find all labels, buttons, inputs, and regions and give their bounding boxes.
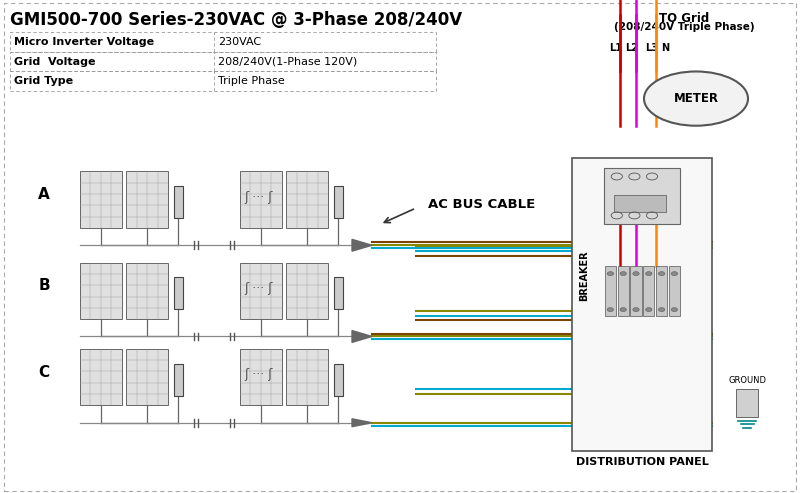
Bar xyxy=(126,172,168,228)
Bar xyxy=(334,186,343,218)
Text: ʃ ··· ʃ: ʃ ··· ʃ xyxy=(244,191,273,204)
Text: GROUND: GROUND xyxy=(728,376,766,385)
Bar xyxy=(643,266,654,316)
Circle shape xyxy=(607,308,614,312)
Text: L2: L2 xyxy=(626,43,638,53)
Circle shape xyxy=(646,308,652,312)
Text: N: N xyxy=(662,43,670,53)
Bar xyxy=(80,262,122,319)
Circle shape xyxy=(633,272,639,276)
Text: 230VAC: 230VAC xyxy=(218,37,262,47)
Bar xyxy=(80,349,122,405)
Text: ʃ ··· ʃ: ʃ ··· ʃ xyxy=(244,368,273,381)
Ellipse shape xyxy=(644,71,748,126)
Text: AC BUS CABLE: AC BUS CABLE xyxy=(428,198,535,211)
Bar xyxy=(614,195,666,212)
Bar xyxy=(618,266,629,316)
Circle shape xyxy=(658,272,665,276)
Bar xyxy=(10,32,436,52)
Bar xyxy=(174,364,183,395)
Bar xyxy=(669,266,680,316)
Bar xyxy=(334,277,343,310)
Text: (208/240V Triple Phase): (208/240V Triple Phase) xyxy=(614,22,754,32)
Bar xyxy=(286,349,328,405)
Bar xyxy=(604,168,680,224)
Circle shape xyxy=(646,272,652,276)
Bar xyxy=(126,349,168,405)
Text: B: B xyxy=(38,279,50,293)
Polygon shape xyxy=(352,330,372,342)
Polygon shape xyxy=(352,240,372,251)
Circle shape xyxy=(607,272,614,276)
Text: Triple Phase: Triple Phase xyxy=(218,76,285,86)
Text: A: A xyxy=(38,187,50,202)
Text: Grid Type: Grid Type xyxy=(14,76,74,86)
Circle shape xyxy=(658,308,665,312)
Bar xyxy=(286,172,328,228)
Bar xyxy=(80,172,122,228)
Text: Micro Inverter Voltage: Micro Inverter Voltage xyxy=(14,37,154,47)
Bar xyxy=(126,262,168,319)
Text: DISTRIBUTION PANEL: DISTRIBUTION PANEL xyxy=(576,457,708,467)
Circle shape xyxy=(671,308,678,312)
Bar xyxy=(572,158,712,451)
Bar xyxy=(240,172,282,228)
Text: BREAKER: BREAKER xyxy=(579,251,589,301)
Text: ʃ ··· ʃ: ʃ ··· ʃ xyxy=(244,282,273,295)
Bar xyxy=(10,52,436,71)
Circle shape xyxy=(620,272,626,276)
Text: L3: L3 xyxy=(645,43,658,53)
Text: Grid  Voltage: Grid Voltage xyxy=(14,57,96,67)
Bar xyxy=(736,389,758,417)
Text: TO Grid: TO Grid xyxy=(659,12,709,25)
Text: GMI500-700 Series-230VAC @ 3-Phase 208/240V: GMI500-700 Series-230VAC @ 3-Phase 208/2… xyxy=(10,11,462,29)
Circle shape xyxy=(620,308,626,312)
Bar xyxy=(174,186,183,218)
Bar xyxy=(656,266,667,316)
Circle shape xyxy=(633,308,639,312)
Bar xyxy=(10,71,436,91)
Bar xyxy=(630,266,642,316)
Bar xyxy=(174,277,183,310)
Text: METER: METER xyxy=(674,92,718,105)
Bar xyxy=(605,266,616,316)
Bar xyxy=(286,262,328,319)
Bar xyxy=(240,349,282,405)
Circle shape xyxy=(671,272,678,276)
Bar xyxy=(240,262,282,319)
Text: 208/240V(1-Phase 120V): 208/240V(1-Phase 120V) xyxy=(218,57,358,67)
Polygon shape xyxy=(352,419,372,427)
Bar xyxy=(334,364,343,395)
Text: C: C xyxy=(38,365,50,380)
Text: L1: L1 xyxy=(610,43,622,53)
